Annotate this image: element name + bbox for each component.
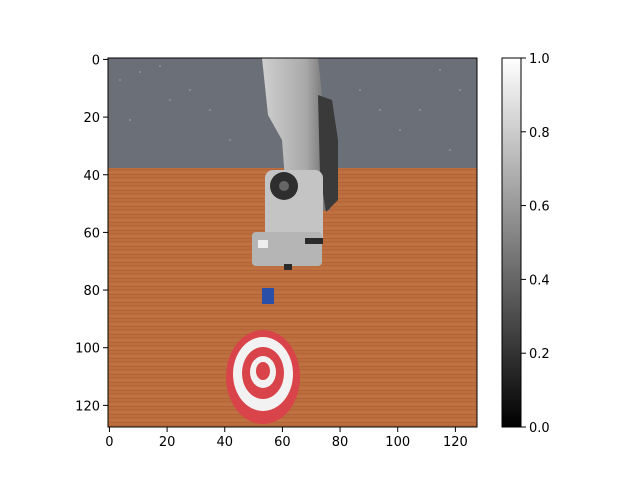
y-tick-label: 120 (75, 399, 100, 414)
x-axis: 0 20 40 60 80 100 120 (105, 427, 468, 450)
colorbar-axis: 0.0 0.2 0.4 0.6 0.8 1.0 (521, 52, 550, 436)
blue-cube (262, 288, 274, 304)
x-tick-label: 20 (159, 435, 176, 450)
colorbar-tick-label: 0.4 (529, 273, 550, 288)
y-tick-label: 40 (83, 169, 100, 184)
y-tick-label: 60 (83, 226, 100, 241)
robot-arm (252, 58, 338, 270)
y-tick-label: 100 (75, 342, 100, 357)
x-tick-label: 60 (274, 435, 291, 450)
red-white-target (226, 330, 300, 424)
x-tick-label: 120 (443, 435, 468, 450)
y-axis: 0 20 40 60 80 100 120 (75, 53, 108, 414)
x-tick-label: 80 (332, 435, 349, 450)
colorbar-tick-label: 1.0 (529, 52, 550, 67)
y-tick-label: 0 (92, 53, 100, 68)
colorbar-tick-label: 0.8 (529, 126, 550, 141)
colorbar-tick-label: 0.0 (529, 421, 550, 436)
x-tick-label: 0 (105, 435, 113, 450)
colorbar-tick-label: 0.2 (529, 347, 550, 362)
floor-grid-dots (119, 65, 461, 151)
x-tick-label: 100 (385, 435, 410, 450)
colorbar-tick-label: 0.6 (529, 200, 550, 215)
y-tick-label: 80 (83, 284, 100, 299)
image-frame (107, 57, 478, 428)
rendered-image (108, 58, 477, 427)
x-tick-label: 40 (216, 435, 233, 450)
y-tick-label: 20 (83, 111, 100, 126)
colorbar (501, 57, 522, 428)
